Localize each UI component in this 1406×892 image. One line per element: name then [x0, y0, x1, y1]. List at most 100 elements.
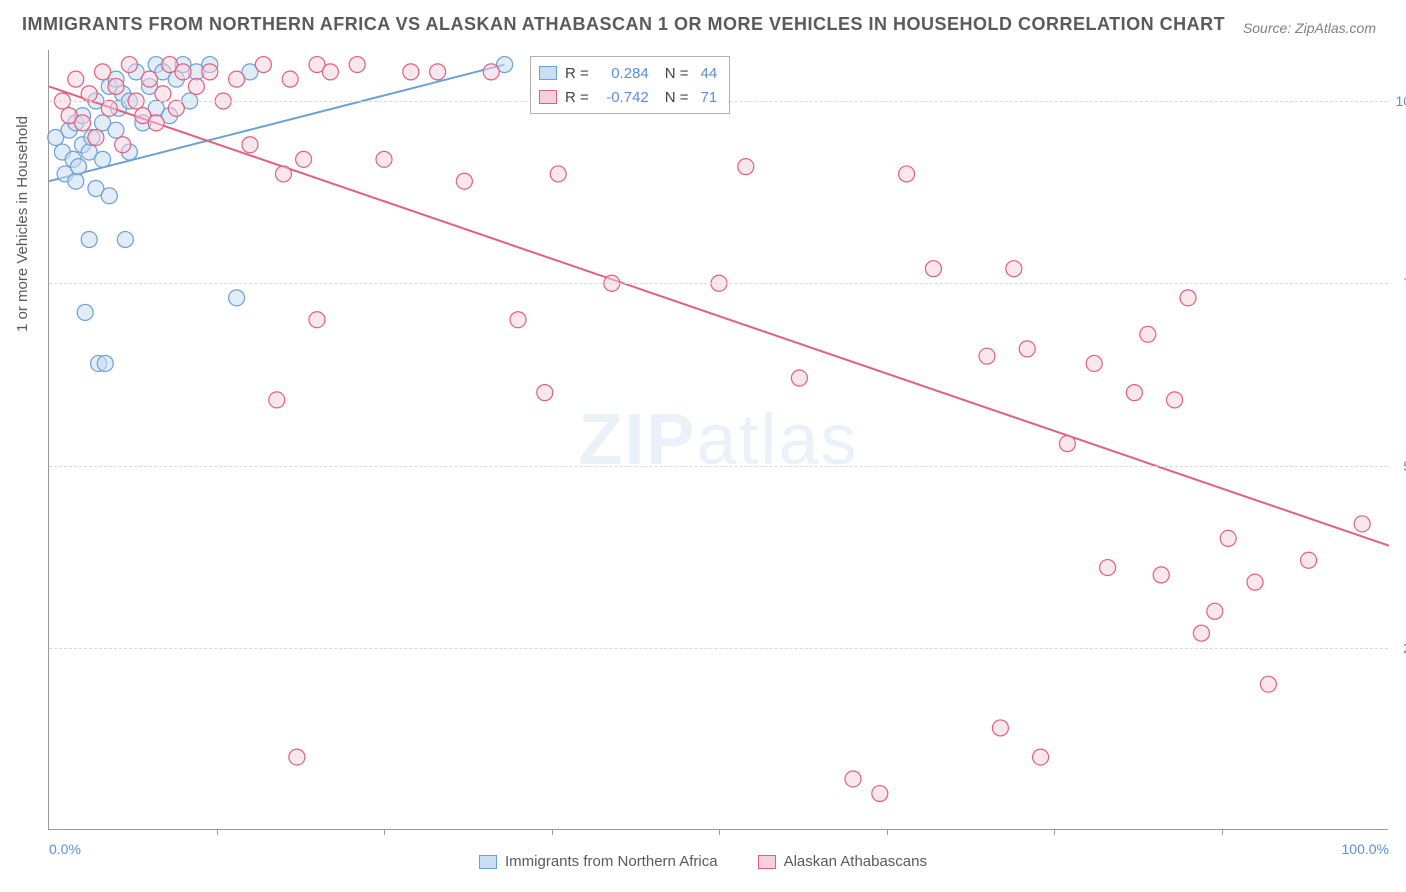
- scatter-point: [1086, 355, 1102, 371]
- scatter-point: [276, 166, 292, 182]
- scatter-point: [1059, 436, 1075, 452]
- scatter-point: [738, 159, 754, 175]
- legend-r-value: 0.284: [597, 65, 649, 82]
- scatter-point: [1247, 574, 1263, 590]
- scatter-point: [117, 232, 133, 248]
- scatter-point: [81, 232, 97, 248]
- scatter-point: [1140, 326, 1156, 342]
- chart-title: IMMIGRANTS FROM NORTHERN AFRICA VS ALASK…: [22, 14, 1225, 35]
- scatter-point: [108, 78, 124, 94]
- x-tick: [1222, 829, 1223, 835]
- legend-n-value: 44: [701, 65, 718, 82]
- x-tick: [384, 829, 385, 835]
- scatter-point: [115, 137, 131, 153]
- scatter-point: [872, 786, 888, 802]
- scatter-point: [175, 64, 191, 80]
- scatter-point: [1019, 341, 1035, 357]
- scatter-point: [349, 57, 365, 73]
- scatter-point: [550, 166, 566, 182]
- scatter-point: [229, 71, 245, 87]
- scatter-point: [510, 312, 526, 328]
- scatter-point: [255, 57, 271, 73]
- legend-r-label: R =: [565, 65, 589, 82]
- scatter-point: [1193, 625, 1209, 641]
- scatter-point: [403, 64, 419, 80]
- legend-n-value: 71: [701, 89, 718, 106]
- legend-series-label: Immigrants from Northern Africa: [505, 853, 718, 870]
- scatter-point: [68, 173, 84, 189]
- scatter-point: [269, 392, 285, 408]
- x-tick: [719, 829, 720, 835]
- x-tick: [552, 829, 553, 835]
- legend-series-label: Alaskan Athabascans: [784, 853, 927, 870]
- scatter-point: [101, 100, 117, 116]
- chart-source: Source: ZipAtlas.com: [1243, 20, 1376, 36]
- scatter-point: [537, 385, 553, 401]
- scatter-point: [101, 188, 117, 204]
- legend-stat-row: R = -0.742 N = 71: [539, 85, 717, 109]
- scatter-point: [97, 355, 113, 371]
- scatter-point: [845, 771, 861, 787]
- scatter-point: [155, 86, 171, 102]
- scatter-point: [376, 151, 392, 167]
- legend-r-label: R =: [565, 89, 589, 106]
- scatter-point: [242, 137, 258, 153]
- x-tick: [217, 829, 218, 835]
- legend-swatch: [539, 90, 557, 104]
- scatter-point: [121, 57, 137, 73]
- legend-n-label: N =: [665, 65, 689, 82]
- scatter-point: [979, 348, 995, 364]
- legend-swatch: [539, 66, 557, 80]
- scatter-point: [1006, 261, 1022, 277]
- plot-area: ZIPatlas 25.0%50.0%75.0%100.0%0.0%100.0%: [48, 50, 1388, 830]
- y-axis-label: 1 or more Vehicles in Household: [14, 116, 31, 332]
- scatter-point: [289, 749, 305, 765]
- scatter-point: [188, 78, 204, 94]
- scatter-point: [282, 71, 298, 87]
- scatter-point: [68, 71, 84, 87]
- scatter-point: [148, 115, 164, 131]
- regression-line: [49, 86, 1389, 545]
- scatter-point: [81, 86, 97, 102]
- scatter-svg: [49, 50, 1388, 829]
- legend-swatch: [479, 855, 497, 869]
- scatter-point: [483, 64, 499, 80]
- legend-series-item: Immigrants from Northern Africa: [479, 853, 718, 870]
- x-tick: [1054, 829, 1055, 835]
- scatter-point: [925, 261, 941, 277]
- scatter-point: [95, 151, 111, 167]
- scatter-point: [899, 166, 915, 182]
- scatter-point: [1126, 385, 1142, 401]
- scatter-point: [202, 64, 218, 80]
- legend-stats: R = 0.284 N = 44 R = -0.742 N = 71: [530, 56, 730, 114]
- scatter-point: [1207, 603, 1223, 619]
- gridline-horizontal: [49, 283, 1388, 284]
- legend-series-item: Alaskan Athabascans: [758, 853, 927, 870]
- scatter-point: [430, 64, 446, 80]
- legend-series: Immigrants from Northern Africa Alaskan A…: [0, 853, 1406, 870]
- scatter-point: [1301, 552, 1317, 568]
- scatter-point: [791, 370, 807, 386]
- scatter-point: [992, 720, 1008, 736]
- scatter-point: [168, 100, 184, 116]
- scatter-point: [1180, 290, 1196, 306]
- legend-swatch: [758, 855, 776, 869]
- legend-n-label: N =: [665, 89, 689, 106]
- gridline-horizontal: [49, 466, 1388, 467]
- scatter-point: [1260, 676, 1276, 692]
- x-tick: [887, 829, 888, 835]
- scatter-point: [77, 304, 93, 320]
- scatter-point: [88, 129, 104, 145]
- scatter-point: [309, 312, 325, 328]
- scatter-point: [95, 64, 111, 80]
- y-tick-label: 100.0%: [1396, 93, 1406, 109]
- legend-r-value: -0.742: [597, 89, 649, 106]
- gridline-horizontal: [49, 648, 1388, 649]
- scatter-point: [296, 151, 312, 167]
- scatter-point: [1354, 516, 1370, 532]
- scatter-point: [1033, 749, 1049, 765]
- scatter-point: [322, 64, 338, 80]
- scatter-point: [1153, 567, 1169, 583]
- correlation-chart: IMMIGRANTS FROM NORTHERN AFRICA VS ALASK…: [0, 0, 1406, 892]
- scatter-point: [1100, 560, 1116, 576]
